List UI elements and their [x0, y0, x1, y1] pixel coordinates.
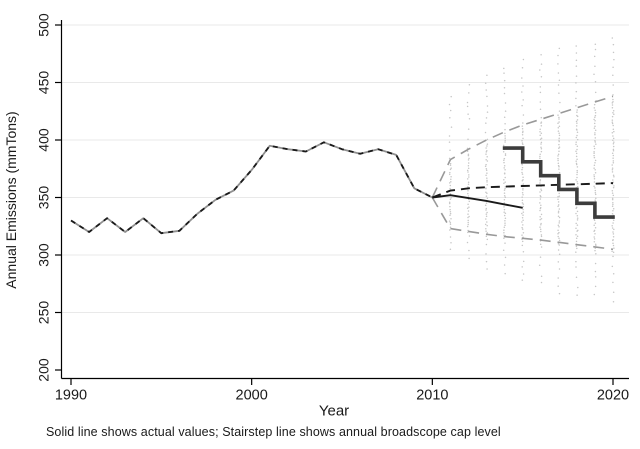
y-tick-label: 300 — [36, 243, 52, 267]
y-axis-title: Annual Emissions (mmTons) — [3, 111, 19, 288]
forecast-central-line — [431, 182, 614, 199]
chart-footnote: Solid line shows actual values; Stairste… — [46, 425, 501, 439]
simulation-dots — [448, 37, 615, 303]
y-tick-label: 200 — [36, 358, 52, 382]
y-tick-label: 500 — [36, 13, 52, 37]
y-tick-label: 350 — [36, 186, 52, 210]
x-tick-label: 2020 — [597, 388, 629, 404]
actual-history-underlay — [70, 141, 433, 235]
actual-recent-line — [432, 194, 523, 209]
forecast-upper-line — [431, 95, 614, 198]
actual-history-line — [70, 141, 433, 235]
x-tick-label: 2000 — [236, 388, 268, 404]
forecast-lower-line — [431, 197, 614, 251]
x-tick-label: 1990 — [55, 388, 87, 404]
cap-stairstep-line — [502, 146, 615, 219]
y-tick-label: 250 — [36, 301, 52, 325]
y-tick-label: 400 — [36, 128, 52, 152]
y-tick-label: 450 — [36, 71, 52, 95]
x-axis-title: Year — [319, 403, 349, 420]
x-tick-label: 2010 — [416, 388, 448, 404]
emissions-chart: 200 250 300 350 400 450 500 1990 2000 2010 2020 Ann… — [3, 13, 629, 420]
